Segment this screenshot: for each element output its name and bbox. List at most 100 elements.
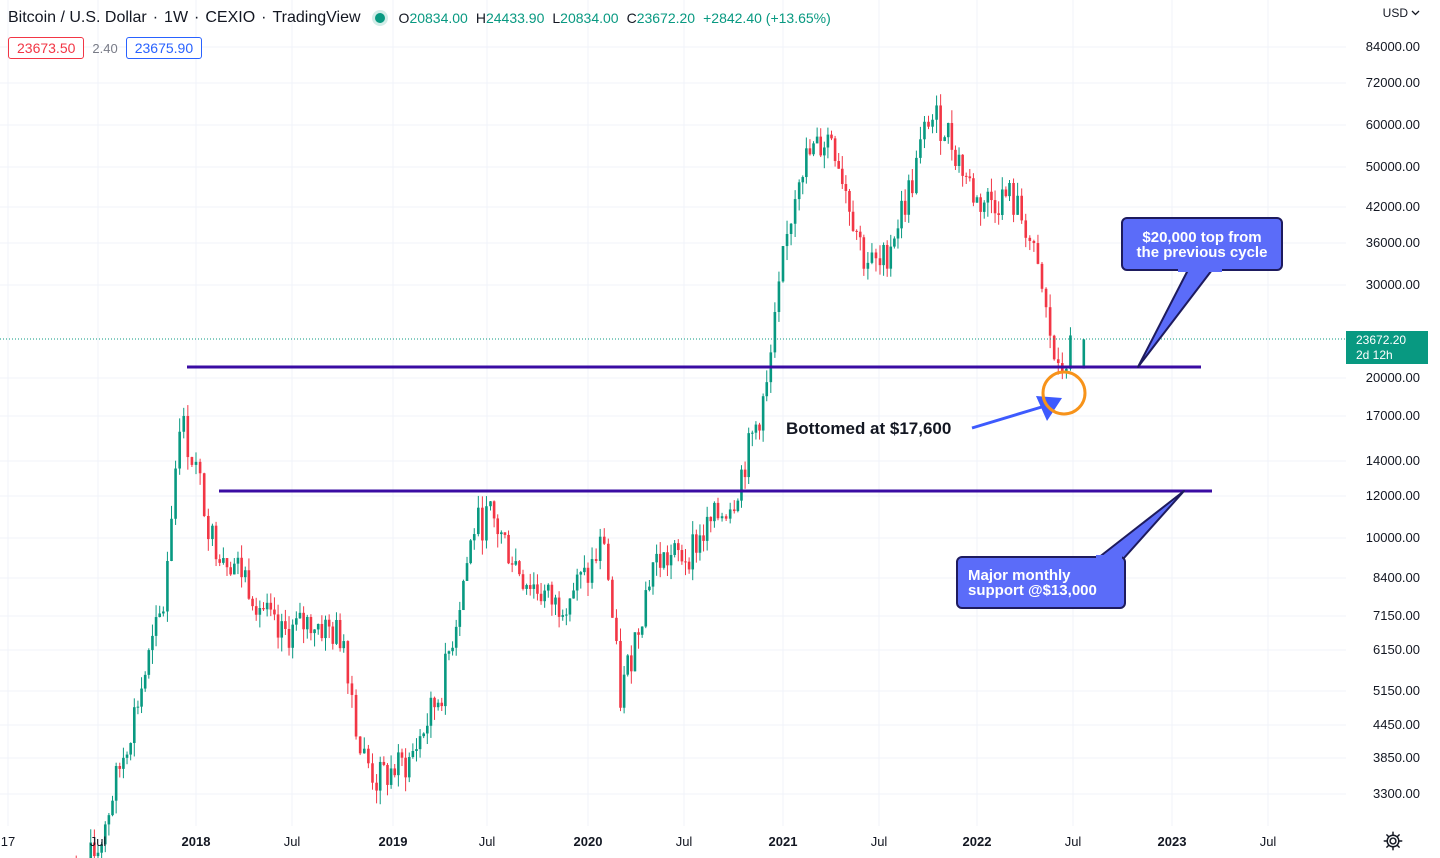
candle-body xyxy=(655,553,658,563)
candle-body xyxy=(648,586,651,591)
candle-body xyxy=(305,616,309,630)
candle-body xyxy=(968,176,972,179)
candle-body xyxy=(691,534,695,570)
candle-body xyxy=(815,136,819,144)
open-key: O xyxy=(398,10,410,26)
time-axis[interactable]: 17 Jul 2018 Jul 2019 Jul 2020 Jul 2021 Jul 2022 Jul… xyxy=(1,834,1277,849)
candle-body xyxy=(630,655,633,672)
symbol-header[interactable]: Bitcoin / U.S. Dollar · 1W · CEXIO · Tra… xyxy=(8,8,831,28)
candle-body xyxy=(975,197,979,203)
header-separator: · xyxy=(152,9,159,26)
price-tick-label: 42000.00 xyxy=(1366,199,1420,214)
candle-body xyxy=(761,396,765,431)
candle-body xyxy=(404,757,407,778)
candle-body xyxy=(233,563,236,575)
candle-body xyxy=(440,702,444,707)
price-tick-label: 10000.00 xyxy=(1366,530,1420,545)
candle-body xyxy=(528,585,532,589)
candle-body xyxy=(590,559,594,583)
candle-body xyxy=(229,567,232,575)
candle-body xyxy=(492,501,496,519)
symbol-name[interactable]: Bitcoin / U.S. Dollar xyxy=(8,9,147,26)
candle-body xyxy=(957,154,961,166)
price-tick-label: 84000.00 xyxy=(1366,39,1420,54)
candle-body xyxy=(222,558,225,563)
candle-body xyxy=(893,238,896,247)
candle-body xyxy=(375,782,378,791)
candle-body xyxy=(422,733,425,737)
candle-body xyxy=(147,650,151,675)
candle-body xyxy=(174,468,177,519)
candle-body xyxy=(754,424,758,433)
time-tick-label: Jul xyxy=(1260,834,1277,849)
candle-body xyxy=(284,621,287,629)
candle-body xyxy=(1008,183,1011,197)
candle-body xyxy=(354,694,358,737)
candle-body xyxy=(844,184,848,191)
candle-body xyxy=(132,707,136,744)
annotation-bottomed-arrow: Bottomed at $17,600 xyxy=(786,370,1087,438)
candle-body xyxy=(698,535,702,553)
candle-body xyxy=(111,800,114,816)
candle-body xyxy=(518,561,521,575)
candle-body xyxy=(397,752,400,776)
candle-body xyxy=(543,590,546,602)
candle-body xyxy=(626,655,630,675)
candle-body xyxy=(415,749,418,751)
annotation-top-callout: $20,000 top from the previous cycle xyxy=(1121,217,1283,368)
candle-body xyxy=(572,590,575,599)
candle-body xyxy=(724,516,728,519)
time-tick-label: 2021 xyxy=(769,834,798,849)
sell-price-button[interactable]: 23673.50 xyxy=(8,37,85,59)
support-levels xyxy=(187,365,1212,493)
candle-body xyxy=(407,757,411,778)
candle-body xyxy=(619,640,622,708)
candle-body xyxy=(458,610,462,627)
candle-body xyxy=(862,237,866,269)
candle-body xyxy=(280,621,284,638)
gear-icon[interactable] xyxy=(1382,830,1404,852)
candlestick-series xyxy=(75,94,1086,858)
candle-body xyxy=(295,618,298,625)
candle-body xyxy=(777,281,781,313)
interval-label[interactable]: 1W xyxy=(164,9,189,26)
price-tick-label: 6150.00 xyxy=(1373,642,1420,657)
candle-body xyxy=(302,612,305,630)
candle-body xyxy=(140,688,143,707)
buy-price-button[interactable]: 23675.90 xyxy=(125,37,203,59)
candle-body xyxy=(462,580,465,611)
last-price-value: 23672.20 xyxy=(1356,333,1407,347)
high-key: H xyxy=(475,10,486,26)
candle-body xyxy=(436,702,440,708)
candle-body xyxy=(1056,359,1060,364)
candle-body xyxy=(194,461,198,465)
candle-body xyxy=(371,763,374,783)
candle-body xyxy=(943,137,946,141)
candle-body xyxy=(736,500,740,512)
candle-body xyxy=(993,200,997,214)
candle-body xyxy=(931,119,934,127)
candle-body xyxy=(393,768,397,776)
candle-body xyxy=(833,138,837,162)
candle-body xyxy=(819,136,823,156)
time-tick-label: Jul xyxy=(676,834,693,849)
candle-body xyxy=(615,617,618,641)
price-tick-label: 50000.00 xyxy=(1366,159,1420,174)
candle-body xyxy=(673,543,676,555)
candle-body xyxy=(680,550,684,562)
grid-lines xyxy=(0,0,1346,826)
candle-body xyxy=(837,161,840,169)
candle-body xyxy=(477,507,480,535)
candle-body xyxy=(331,626,335,644)
candle-body xyxy=(720,516,724,519)
candle-body xyxy=(129,743,132,755)
last-price-tag: 23672.20 2d 12h xyxy=(1346,331,1428,364)
price-axis[interactable]: 84000.00 72000.00 60000.00 50000.00 42000.00… xyxy=(1366,39,1420,801)
candle-body xyxy=(702,535,705,541)
currency-selector[interactable]: USD xyxy=(1383,6,1420,20)
candle-body xyxy=(801,177,805,183)
candle-body xyxy=(919,139,922,158)
candle-body xyxy=(607,543,610,580)
candle-body xyxy=(514,561,518,565)
